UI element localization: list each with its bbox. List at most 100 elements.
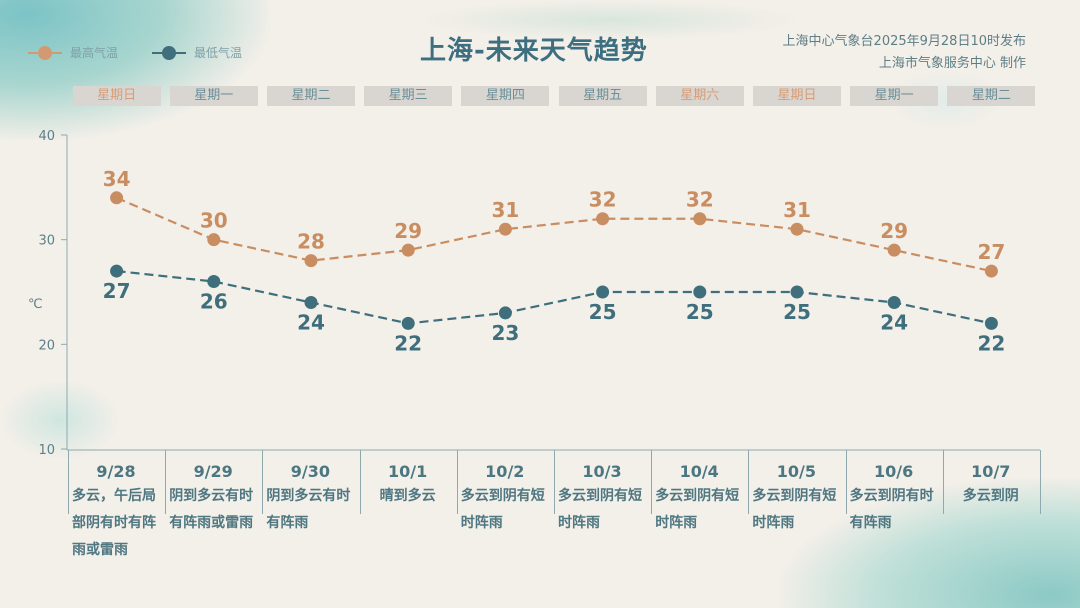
day-column: 10/1 晴到多云 — [360, 450, 456, 510]
column-divider — [554, 450, 555, 514]
low-temp-label: 26 — [200, 290, 228, 314]
high-temp-label: 30 — [200, 209, 228, 233]
day-date: 10/6 — [873, 462, 914, 481]
high-temp-label: 28 — [297, 230, 325, 254]
column-divider — [262, 450, 264, 514]
y-tick-label: 20 — [38, 338, 55, 353]
day-column: 10/7 多云到阴 — [943, 450, 1039, 510]
low-temp-point — [207, 275, 221, 289]
high-legend-marker — [28, 45, 62, 60]
high-temp-point — [984, 264, 998, 278]
low-temp-label: 22 — [394, 331, 422, 355]
low-temp-point — [790, 285, 804, 299]
column-divider — [748, 450, 750, 514]
day-column: 10/5 多云到阴有短时阵雨 — [748, 450, 844, 537]
weekday-label: 星期日 — [753, 86, 841, 106]
high-temp-label: 31 — [783, 198, 811, 222]
weekday-label: 星期六 — [655, 86, 744, 106]
low-temp-point — [498, 306, 512, 320]
high-temp-label: 29 — [880, 219, 908, 243]
day-weather: 多云到阴有短时阵雨 — [655, 488, 740, 531]
low-temp-label: 22 — [977, 331, 1005, 355]
producer: 上海市气象服务中心 制作 — [878, 56, 1026, 71]
day-date: 10/5 — [776, 462, 817, 481]
weekday-label: 星期日 — [72, 86, 161, 106]
day-date: 10/2 — [485, 462, 525, 481]
day-date: 9/28 — [96, 462, 136, 481]
column-divider — [1040, 450, 1041, 514]
high-temp-point — [790, 222, 804, 236]
high-temp-point — [887, 243, 901, 257]
column-divider — [651, 450, 653, 514]
weekday-label: 星期四 — [461, 86, 550, 106]
high-temp-point — [401, 243, 415, 257]
column-divider — [165, 450, 167, 514]
high-temp-point — [110, 191, 124, 205]
weekday-label: 星期二 — [267, 86, 355, 106]
day-date: 10/1 — [387, 462, 428, 481]
high-temp-label: 34 — [103, 167, 131, 191]
publisher: 上海中心气象台2025年9月28日10时发布 — [782, 34, 1026, 49]
day-weather: 多云到阴有短时阵雨 — [460, 488, 545, 531]
low-temp-label: 25 — [783, 300, 811, 324]
low-temp-point — [693, 285, 707, 299]
high-temp-point — [693, 212, 707, 226]
high-temp-label: 29 — [394, 219, 422, 243]
day-column: 10/4 多云到阴有短时阵雨 — [651, 450, 747, 537]
day-column: 10/2 多云到阴有短时阵雨 — [457, 450, 553, 537]
cloud-decoration — [0, 380, 120, 460]
high-temp-point — [596, 212, 610, 226]
low-temp-point — [984, 316, 998, 330]
day-weather: 阴到多云有时有阵雨或雷雨 — [169, 488, 254, 531]
low-temp-point — [401, 316, 415, 330]
column-divider — [845, 450, 847, 514]
high-temp-label: 31 — [491, 198, 519, 222]
weekday-label: 星期二 — [947, 86, 1036, 106]
high-temp-point — [304, 254, 318, 268]
low-temp-point — [304, 295, 318, 309]
column-divider — [942, 450, 944, 514]
low-legend-label: 最低气温 — [194, 46, 243, 60]
day-weather: 多云到阴有短时阵雨 — [752, 488, 837, 531]
weekday-label: 星期五 — [558, 86, 647, 106]
low-temp-point — [110, 264, 124, 278]
low-temp-point — [596, 285, 610, 299]
weekday-label: 星期三 — [364, 86, 453, 106]
column-divider — [359, 450, 361, 514]
page-title: 上海-未来天气趋势 — [420, 36, 648, 66]
legend: 最高气温 最低气温 — [28, 44, 242, 61]
y-tick-label: 40 — [38, 129, 55, 144]
publisher-info: 上海中心气象台2025年9月28日10时发布 上海市气象服务中心 制作 — [783, 31, 1026, 75]
day-date: 9/30 — [290, 462, 331, 481]
weekday-label: 星期一 — [169, 86, 258, 106]
y-axis-unit: ℃ — [28, 297, 43, 312]
high-temp-label: 32 — [686, 188, 714, 212]
high-legend-label: 最高气温 — [70, 46, 119, 60]
column-divider — [68, 450, 69, 514]
low-temp-label: 27 — [103, 279, 131, 303]
day-weather: 多云，午后局部阴有时有阵雨或雷雨 — [72, 488, 156, 558]
high-temp-label: 32 — [589, 188, 617, 212]
low-temp-point — [887, 295, 901, 309]
low-temp-line — [116, 269, 992, 325]
weekday-label: 星期一 — [850, 86, 939, 106]
ink-wash-decoration — [420, 0, 800, 40]
day-column: 9/30 阴到多云有时有阵雨 — [262, 450, 358, 537]
low-legend-marker — [152, 45, 187, 60]
day-weather: 晴到多云 — [379, 488, 436, 504]
day-weather: 多云到阴有短时阵雨 — [558, 488, 642, 531]
day-column: 9/28 多云，午后局部阴有时有阵雨或雷雨 — [68, 450, 164, 564]
day-date: 10/3 — [582, 462, 622, 481]
day-weather: 多云到阴 — [962, 488, 1019, 504]
column-divider — [456, 450, 458, 514]
day-column: 9/29 阴到多云有时有阵雨或雷雨 — [165, 450, 261, 537]
day-weather: 阴到多云有时有阵雨 — [266, 488, 351, 531]
day-column: 10/6 多云到阴有时有阵雨 — [846, 450, 942, 537]
y-tick-label: 30 — [38, 234, 55, 249]
low-temp-label: 23 — [491, 321, 519, 345]
day-date: 10/7 — [971, 462, 1011, 481]
day-date: 10/4 — [679, 462, 719, 481]
day-column: 10/3 多云到阴有短时阵雨 — [554, 450, 650, 537]
low-temp-label: 25 — [686, 300, 714, 324]
